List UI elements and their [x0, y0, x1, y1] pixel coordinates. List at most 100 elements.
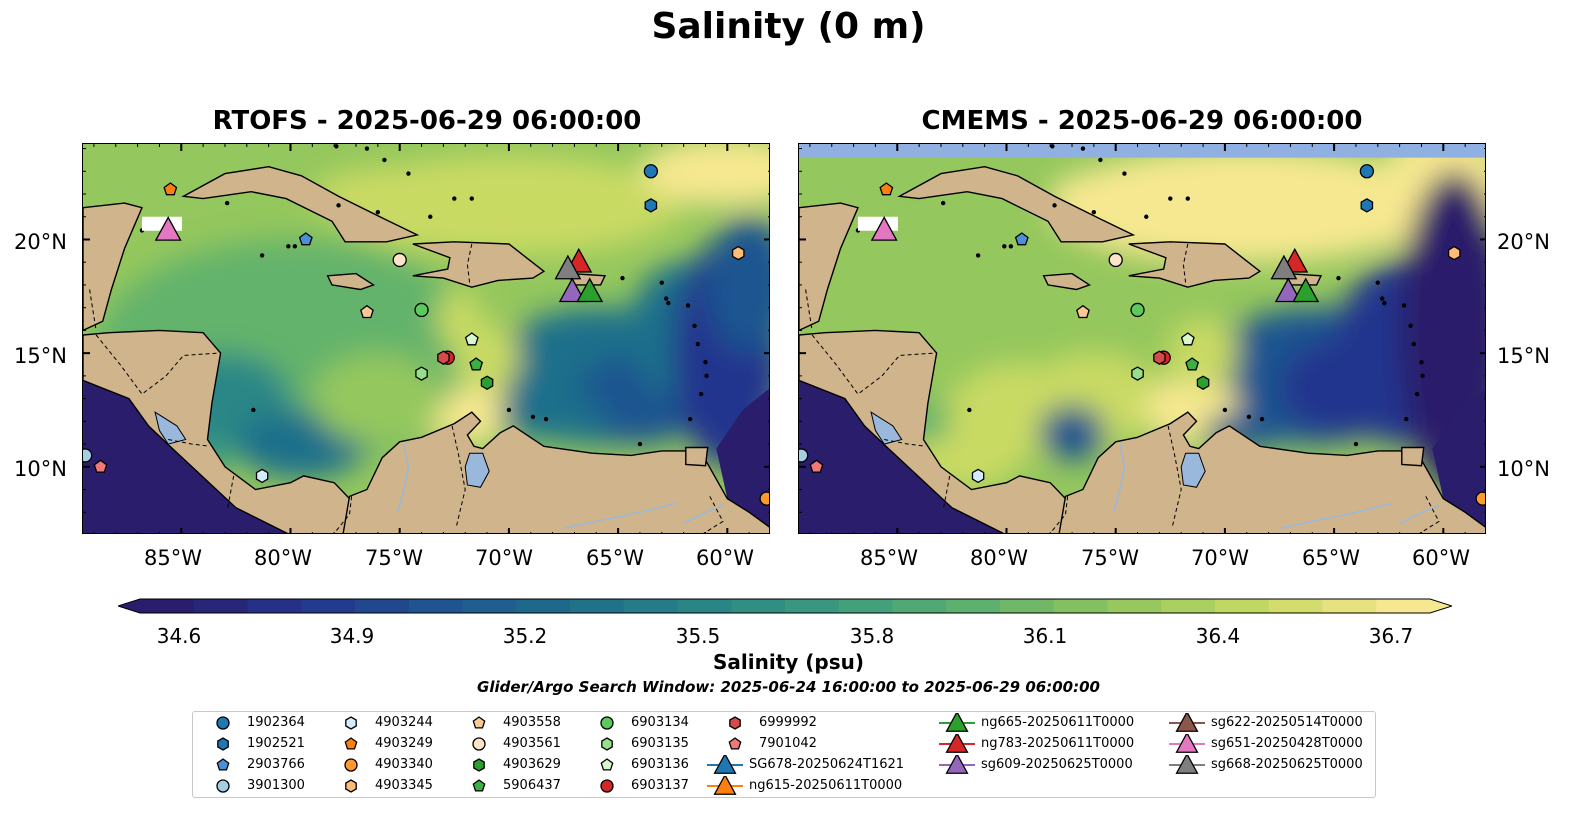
small-island [663, 296, 669, 301]
legend-marker [472, 737, 486, 751]
small-island [1080, 146, 1086, 151]
lon-label-75w-right: 75°W [1081, 546, 1139, 570]
small-island [1122, 171, 1127, 176]
land-southamerica [1058, 411, 1485, 533]
small-island [704, 373, 709, 379]
colorbar-segment [140, 599, 195, 613]
pacific-ocean [799, 380, 1003, 533]
argo-float-6903136 [464, 332, 479, 346]
small-island [1246, 414, 1252, 419]
lon-label-80w-right: 80°W [970, 546, 1028, 570]
salinity-blob [312, 353, 444, 445]
small-island [292, 244, 298, 249]
legend-label: 6903134 [631, 715, 689, 730]
colorbar-tick: 36.1 [1022, 624, 1068, 648]
land-southamerica [342, 411, 769, 533]
land-yucatan [799, 202, 859, 332]
atlantic-plume [716, 388, 769, 533]
axis-ticks [799, 144, 1485, 533]
colorbar-tick: 34.6 [156, 624, 202, 648]
colorbar-segment [785, 599, 840, 613]
map-panel-cmems [798, 143, 1486, 534]
glider-ng665-20250611T0000 [576, 277, 604, 303]
legend-label: 2903766 [247, 757, 305, 772]
legend-label: 4903249 [375, 736, 433, 751]
lat-label-20n: 20°N [14, 230, 67, 254]
argo-float-3901300 [799, 448, 809, 463]
pacific-ocean [83, 380, 287, 533]
small-island [1403, 416, 1409, 422]
land-cuba [897, 165, 1136, 243]
salinity-blob [705, 216, 769, 354]
legend-argo-marker [600, 779, 614, 793]
small-island [687, 416, 693, 422]
lon-label-65w-right: 65°W [1302, 546, 1360, 570]
small-island [1375, 280, 1380, 285]
small-island [1401, 303, 1407, 308]
legend-argo-marker [216, 716, 230, 730]
legend-marker [707, 776, 743, 795]
lon-label-70w: 70°W [475, 546, 533, 570]
small-island [1052, 203, 1057, 208]
legend-marker [473, 758, 485, 772]
country-border [884, 439, 926, 447]
legend-argo-marker [472, 737, 486, 751]
legend-argo-marker [600, 758, 614, 771]
lon-label-75w: 75°W [365, 546, 423, 570]
small-island [1259, 416, 1265, 422]
small-island [1185, 196, 1190, 201]
legend-glider-marker [1175, 734, 1199, 753]
land-hispaniola [412, 241, 546, 288]
legend-marker [1169, 755, 1205, 774]
lake [464, 452, 490, 488]
legend-label: ng665-20250611T0000 [981, 715, 1135, 730]
small-island [1414, 391, 1420, 397]
small-island [452, 196, 457, 201]
small-island [1336, 275, 1341, 281]
legend-argo-marker [472, 779, 486, 792]
small-island [224, 200, 230, 206]
small-island [1002, 244, 1007, 249]
legend-label: 6999992 [759, 715, 817, 730]
argo-float-6903135 [1131, 366, 1144, 381]
small-island [1411, 341, 1417, 347]
colorbar-segment [1376, 599, 1431, 613]
small-island [1222, 407, 1228, 413]
map-panel-rtofs [82, 143, 770, 534]
colorbar-tick: 36.4 [1195, 624, 1241, 648]
salinity-blob [497, 394, 608, 440]
small-island [406, 171, 411, 176]
lake [870, 411, 903, 445]
lon-label-70w-right: 70°W [1191, 546, 1249, 570]
legend-marker [345, 716, 357, 730]
argo-float-6903134 [1130, 302, 1145, 318]
small-island [967, 407, 972, 413]
glider-sg668-20250625T0000 [1270, 254, 1298, 280]
legend-label: 4903561 [503, 736, 561, 751]
legend-argo-marker [729, 716, 741, 730]
legend-marker [344, 758, 358, 772]
argo-float-4903244 [971, 468, 985, 484]
argo-float-6903134 [414, 302, 429, 318]
argo-float-4903244 [255, 468, 269, 484]
glider-sg651-20250428T0000 [154, 216, 182, 241]
argo-float-4903561 [1108, 252, 1123, 268]
country-border [451, 425, 466, 527]
land-jamaica [1042, 272, 1092, 291]
legend-label: 6903137 [631, 778, 689, 793]
legend-label: sg668-20250625T0000 [1211, 757, 1363, 772]
colorbar-segment [516, 599, 571, 613]
river [683, 504, 724, 525]
lat-label-10n-right: 10°N [1497, 457, 1550, 481]
river [563, 502, 678, 529]
land-central [83, 329, 360, 533]
legend-label: 4903345 [375, 778, 433, 793]
lon-label-60w: 60°W [696, 546, 754, 570]
argo-float-1902364 [643, 164, 659, 179]
land-jamaica [326, 272, 376, 291]
country-border [703, 496, 724, 533]
country-border [1167, 425, 1182, 527]
legend-glider-marker [1175, 713, 1199, 732]
small-island [940, 200, 946, 206]
country-border [226, 475, 235, 511]
